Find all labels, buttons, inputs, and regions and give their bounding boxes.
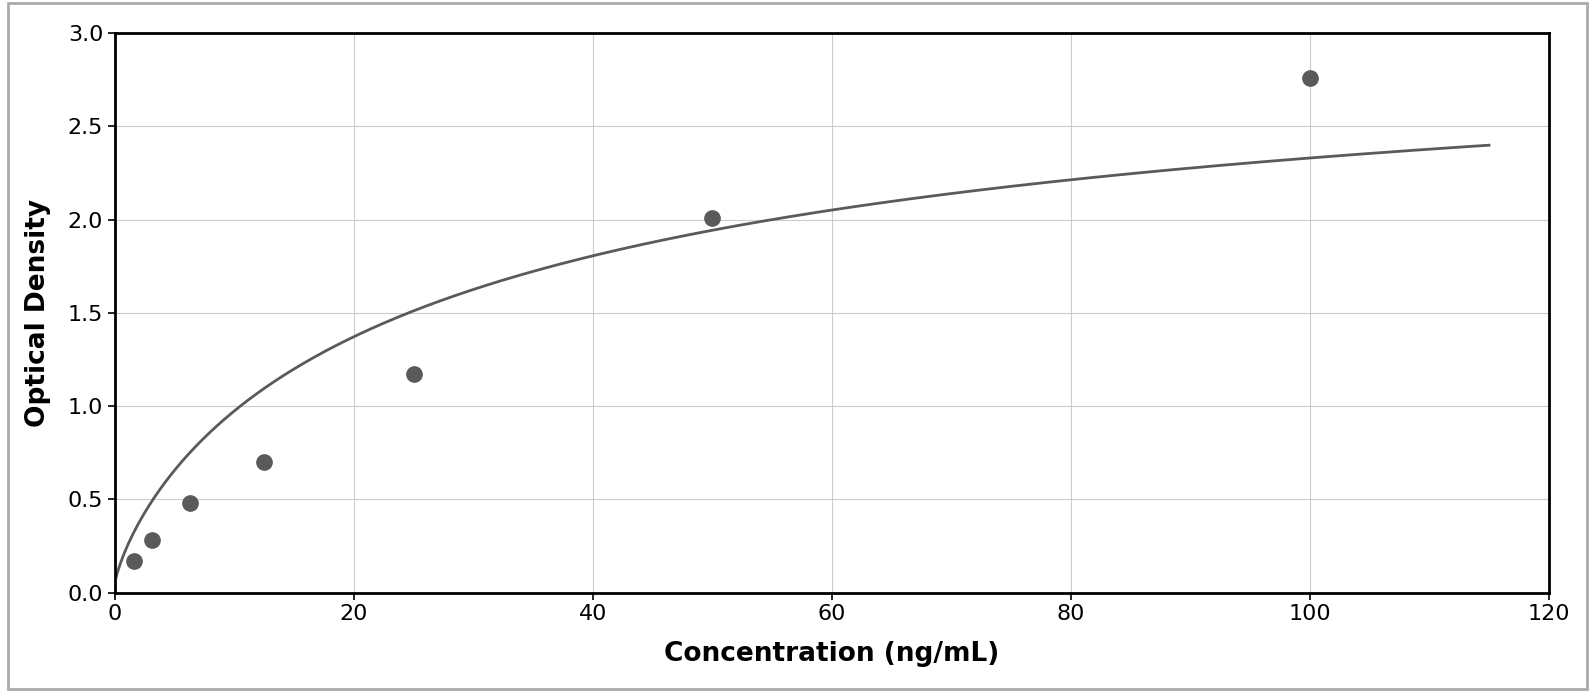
Y-axis label: Optical Density: Optical Density [26,199,51,427]
Point [121,555,147,566]
X-axis label: Concentration (ng/mL): Concentration (ng/mL) [664,641,1000,667]
Point [177,498,203,509]
Point [139,535,164,546]
Point [700,212,726,224]
Point [252,457,278,468]
Point [400,369,426,380]
Point [1297,72,1322,83]
